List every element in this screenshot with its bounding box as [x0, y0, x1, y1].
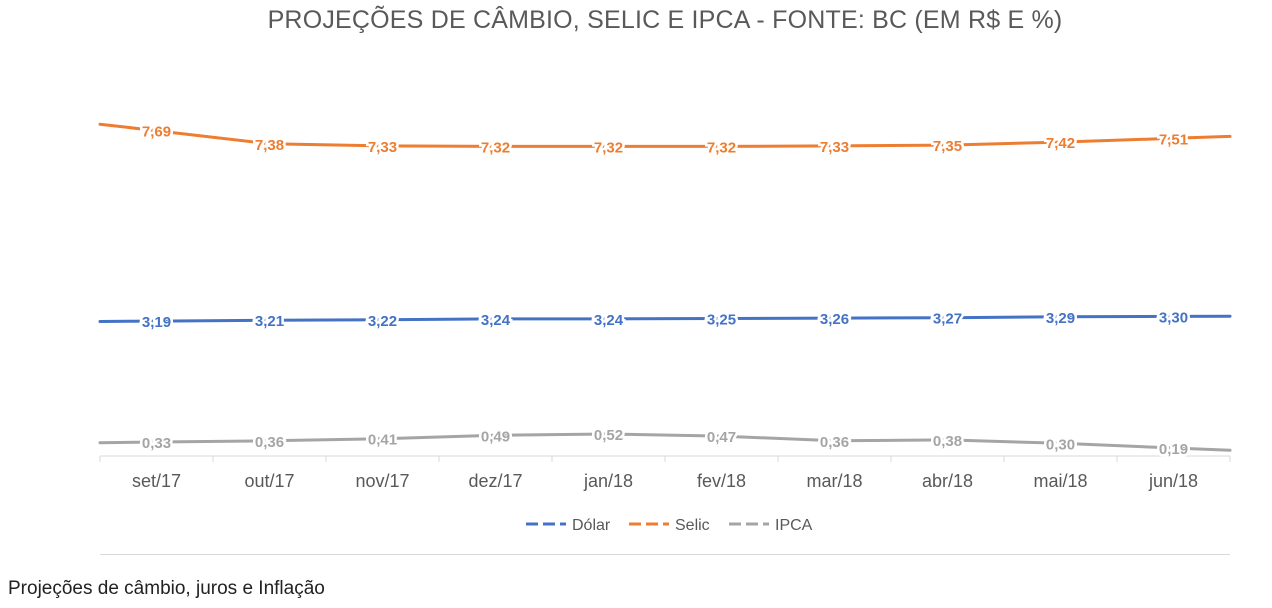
- x-tick-label: out/17: [244, 471, 294, 491]
- data-label-dolar: 3,19: [142, 314, 171, 331]
- data-label-ipca: 0,30: [1046, 436, 1075, 453]
- data-label-dolar: 3,21: [255, 313, 284, 330]
- x-tick-label: jan/18: [583, 471, 633, 491]
- series-line-selic: [98, 122, 1232, 148]
- data-label-selic: 7,33: [820, 139, 849, 156]
- chart-bottom-divider: [100, 554, 1230, 555]
- data-label-dolar: 3,24: [481, 312, 511, 329]
- x-tick-label: set/17: [132, 471, 181, 491]
- data-label-selic: 7,38: [255, 137, 284, 154]
- data-label-selic: 7,51: [1159, 131, 1188, 148]
- chart-title: PROJEÇÕES DE CÂMBIO, SELIC E IPCA - FONT…: [267, 6, 1063, 34]
- data-label-ipca: 0,36: [255, 434, 284, 451]
- line-chart: set/17 out/17 nov/17 dez/17 jan/18 fev/18 mar/…: [98, 121, 1232, 534]
- x-tick-label: dez/17: [468, 471, 522, 491]
- data-label-selic: 7,35: [933, 138, 962, 155]
- x-tick-label: jun/18: [1148, 471, 1198, 491]
- data-label-ipca: 0,36: [820, 434, 849, 451]
- data-label-ipca: 0,52: [594, 427, 623, 444]
- data-label-selic: 7,32: [594, 139, 623, 156]
- data-label-ipca: 0,33: [142, 435, 171, 452]
- series-line-ipca: [98, 432, 1232, 452]
- data-label-dolar: 3,22: [368, 313, 397, 330]
- data-label-selic: 7,42: [1046, 135, 1075, 152]
- data-label-ipca: 0,47: [707, 429, 736, 446]
- data-label-selic: 7,32: [707, 139, 736, 156]
- data-label-dolar: 3,24: [594, 312, 624, 329]
- legend-label-ipca: IPCA: [775, 517, 813, 534]
- x-tick-label: fev/18: [697, 471, 746, 491]
- data-label-dolar: 3,25: [707, 312, 736, 329]
- x-tick-label: abr/18: [922, 471, 973, 491]
- data-label-ipca: 0,41: [368, 432, 397, 449]
- data-label-selic: 7,33: [368, 139, 397, 156]
- series-line-dolar: [98, 314, 1232, 323]
- data-label-ipca: 0,19: [1159, 441, 1188, 458]
- data-label-dolar: 3,29: [1046, 310, 1075, 327]
- figure-caption: Projeções de câmbio, juros e Inflação: [8, 578, 325, 599]
- legend-label-selic: Selic: [675, 517, 710, 534]
- x-tick-label: nov/17: [355, 471, 409, 491]
- x-tick-label: mai/18: [1033, 471, 1087, 491]
- data-label-dolar: 3,27: [933, 311, 962, 328]
- data-label-ipca: 0,49: [481, 428, 510, 445]
- legend-label-dolar: Dólar: [572, 517, 611, 534]
- data-label-selic: 7,32: [481, 139, 510, 156]
- data-label-ipca: 0,38: [933, 433, 962, 450]
- x-tick-label: mar/18: [806, 471, 862, 491]
- data-label-dolar: 3,26: [820, 311, 849, 328]
- data-label-dolar: 3,30: [1159, 309, 1188, 326]
- data-label-selic: 7,69: [142, 124, 171, 141]
